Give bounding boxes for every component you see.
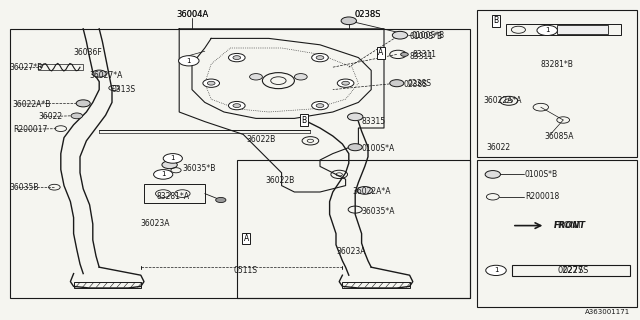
Text: 36085A: 36085A xyxy=(544,132,573,140)
Text: 36035B: 36035B xyxy=(10,183,39,192)
Bar xyxy=(342,282,410,288)
Circle shape xyxy=(337,79,354,87)
Text: 0238S: 0238S xyxy=(403,80,428,89)
Text: R200017: R200017 xyxy=(13,125,47,134)
Circle shape xyxy=(486,265,506,276)
Circle shape xyxy=(341,17,356,25)
Text: FRONT: FRONT xyxy=(554,221,586,230)
Circle shape xyxy=(357,187,372,194)
Circle shape xyxy=(154,170,173,179)
Circle shape xyxy=(163,154,182,163)
Bar xyxy=(506,24,621,35)
Circle shape xyxy=(485,171,500,178)
Text: 36022A*B: 36022A*B xyxy=(13,100,51,108)
Circle shape xyxy=(228,101,245,110)
Circle shape xyxy=(92,70,106,77)
Text: B: B xyxy=(493,16,499,25)
Text: 83311: 83311 xyxy=(413,50,437,59)
Circle shape xyxy=(342,81,349,85)
Text: 83281*A: 83281*A xyxy=(157,192,190,201)
Circle shape xyxy=(233,56,241,60)
Text: 1: 1 xyxy=(161,172,166,177)
Text: 36027*B: 36027*B xyxy=(10,63,43,72)
Text: A: A xyxy=(244,234,249,243)
Circle shape xyxy=(250,74,262,80)
Circle shape xyxy=(207,81,215,85)
Circle shape xyxy=(348,113,363,121)
Circle shape xyxy=(203,79,220,87)
Bar xyxy=(144,184,205,203)
Circle shape xyxy=(312,53,328,62)
Text: 36022A*A: 36022A*A xyxy=(352,188,390,196)
Text: R200018: R200018 xyxy=(525,192,559,201)
Text: 83281*B: 83281*B xyxy=(540,60,573,68)
Text: 0238S: 0238S xyxy=(355,10,381,19)
Text: 0227S: 0227S xyxy=(563,266,589,275)
Circle shape xyxy=(392,31,408,39)
Text: 1: 1 xyxy=(545,28,550,33)
Text: 83311: 83311 xyxy=(410,52,434,60)
Text: 0227S: 0227S xyxy=(557,266,584,275)
Text: 36022: 36022 xyxy=(38,112,63,121)
Text: 36004A: 36004A xyxy=(176,10,208,19)
Text: 1: 1 xyxy=(493,268,499,273)
Text: 0100S*A: 0100S*A xyxy=(362,144,395,153)
Text: 0511S: 0511S xyxy=(234,266,258,275)
Text: FRONT: FRONT xyxy=(554,221,582,230)
Circle shape xyxy=(228,53,245,62)
Circle shape xyxy=(390,80,404,87)
Circle shape xyxy=(76,100,90,107)
Circle shape xyxy=(294,74,307,80)
Text: 36022A*A: 36022A*A xyxy=(483,96,522,105)
Circle shape xyxy=(216,197,226,203)
Text: 36004A: 36004A xyxy=(176,10,208,19)
Text: A: A xyxy=(378,48,383,57)
Text: 1: 1 xyxy=(186,58,191,64)
Circle shape xyxy=(316,56,324,60)
Text: B: B xyxy=(301,116,307,124)
Text: 83315: 83315 xyxy=(362,117,386,126)
Bar xyxy=(10,29,470,298)
Bar xyxy=(512,265,630,276)
Text: 36023A: 36023A xyxy=(336,247,365,256)
Text: 1: 1 xyxy=(170,156,175,161)
Bar xyxy=(38,64,83,70)
Text: 0100S*B: 0100S*B xyxy=(410,32,443,41)
Text: 36022B: 36022B xyxy=(266,176,295,185)
Bar xyxy=(477,160,637,307)
Bar xyxy=(557,25,608,34)
Text: 36023A: 36023A xyxy=(141,220,170,228)
Circle shape xyxy=(179,56,199,66)
Bar xyxy=(477,10,637,157)
Text: 36035*A: 36035*A xyxy=(362,207,395,216)
Text: 36027*A: 36027*A xyxy=(90,71,123,80)
Text: 0100S*B: 0100S*B xyxy=(525,170,558,179)
Text: 0100S*B: 0100S*B xyxy=(412,31,445,40)
Text: 0238S: 0238S xyxy=(407,79,431,88)
Text: A363001171: A363001171 xyxy=(585,309,630,315)
Text: 0238S: 0238S xyxy=(355,10,381,19)
Circle shape xyxy=(401,52,408,56)
Text: 36022B: 36022B xyxy=(246,135,276,144)
Text: 36035*B: 36035*B xyxy=(182,164,216,172)
Circle shape xyxy=(233,104,241,108)
Circle shape xyxy=(162,161,177,169)
Bar xyxy=(74,282,141,288)
Text: 36022: 36022 xyxy=(486,143,511,152)
Text: 36036F: 36036F xyxy=(74,48,102,57)
Circle shape xyxy=(316,104,324,108)
Circle shape xyxy=(71,113,83,119)
Bar xyxy=(237,160,470,298)
Circle shape xyxy=(312,101,328,110)
Text: 0313S: 0313S xyxy=(112,85,136,94)
Circle shape xyxy=(348,144,362,151)
Circle shape xyxy=(537,25,557,36)
